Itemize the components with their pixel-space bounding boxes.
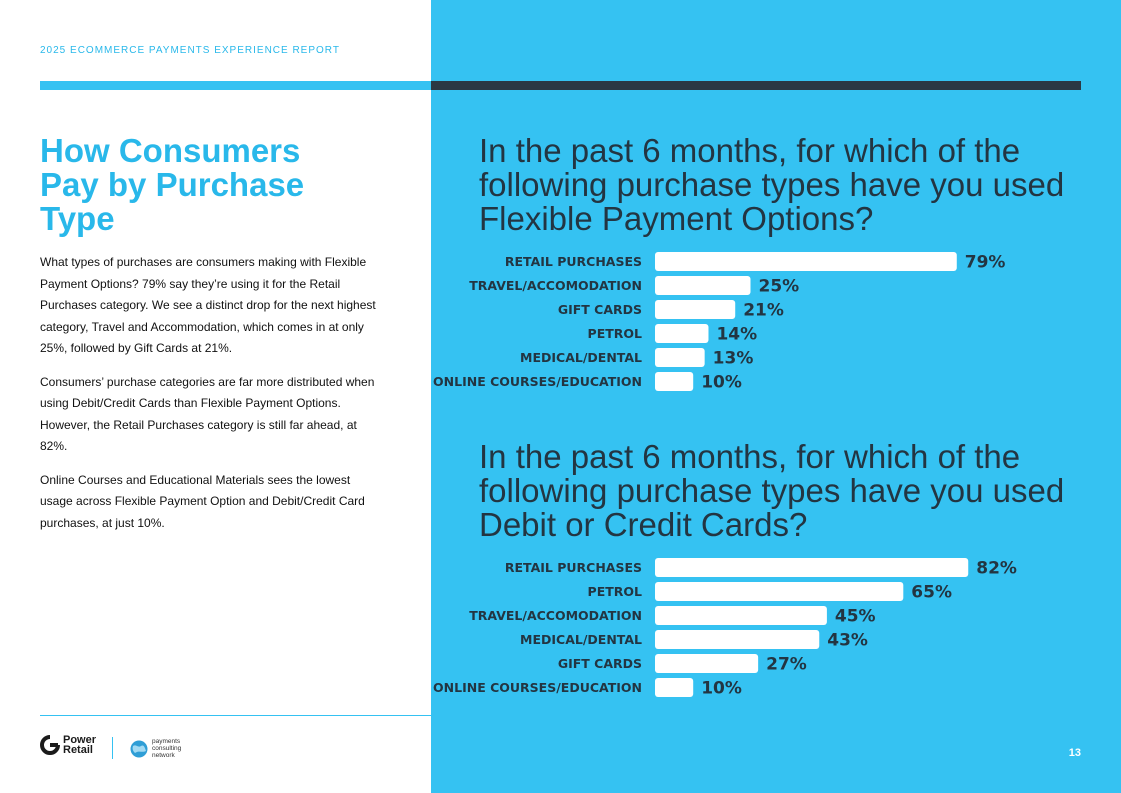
category-label: TRAVEL/ACCOMODATION bbox=[469, 608, 642, 623]
value-label: 14% bbox=[716, 325, 757, 345]
logo-pcn-line: payments bbox=[152, 738, 181, 745]
logo-pcn-line: network bbox=[152, 752, 175, 759]
page-heading: How Consumers Pay by Purchase Type bbox=[40, 132, 305, 237]
value-label: 45% bbox=[835, 607, 876, 627]
bar bbox=[655, 606, 827, 625]
report-title: 2025 ECOMMERCE PAYMENTS EXPERIENCE REPOR… bbox=[40, 45, 340, 56]
intro-paragraph: What types of purchases are consumers ma… bbox=[40, 255, 376, 355]
logo-power-word: Power bbox=[63, 734, 97, 746]
bar bbox=[655, 348, 705, 367]
power-retail-logo: Power Retail bbox=[40, 734, 97, 756]
bar bbox=[655, 582, 904, 601]
value-label: 13% bbox=[713, 349, 754, 369]
category-label: TRAVEL/ACCOMODATION bbox=[469, 278, 642, 293]
right-panel-background bbox=[431, 0, 1121, 793]
bar bbox=[655, 630, 820, 649]
logo-pcn-line: consulting bbox=[152, 745, 182, 752]
footer-divider bbox=[40, 715, 1081, 716]
bar bbox=[655, 372, 694, 391]
intro-text: What types of purchases are consumers ma… bbox=[40, 252, 380, 546]
pcn-logo: payments consulting network bbox=[130, 738, 181, 759]
category-label: MEDICAL/DENTAL bbox=[520, 350, 642, 365]
intro-paragraph: Consumers’ purchase categories are far m… bbox=[40, 374, 375, 454]
bar bbox=[655, 300, 736, 319]
chart-debit-credit: RETAIL PURCHASES 82% PETROL 65% TRAVEL/ACCOM… bbox=[433, 558, 1017, 699]
category-label: ONLINE COURSES/EDUCATION bbox=[433, 680, 642, 695]
chart-1-question: In the past 6 months, for which of the f… bbox=[479, 132, 1065, 237]
power-retail-logo-mark bbox=[40, 735, 60, 755]
bar bbox=[655, 324, 709, 343]
chart-2-question: In the past 6 months, for which of the f… bbox=[479, 438, 1065, 543]
intro-paragraph: Online Courses and Educational Materials… bbox=[40, 472, 365, 530]
value-label: 27% bbox=[766, 655, 807, 675]
globe-icon bbox=[130, 740, 148, 757]
value-label: 79% bbox=[965, 253, 1006, 273]
value-label: 43% bbox=[827, 631, 868, 651]
category-label: GIFT CARDS bbox=[558, 302, 642, 317]
bar bbox=[655, 678, 694, 697]
category-label: PETROL bbox=[588, 584, 642, 599]
category-label: PETROL bbox=[588, 326, 642, 341]
header-band-dark bbox=[431, 81, 1081, 90]
category-label: RETAIL PURCHASES bbox=[505, 560, 642, 575]
value-label: 82% bbox=[976, 559, 1017, 579]
value-label: 10% bbox=[701, 679, 742, 699]
category-label: ONLINE COURSES/EDUCATION bbox=[433, 374, 642, 389]
chart-flexible-payment: RETAIL PURCHASES 79% TRAVEL/ACCOMODATION 25… bbox=[433, 252, 1006, 393]
bar bbox=[655, 252, 957, 271]
value-label: 10% bbox=[701, 373, 742, 393]
header-band-blue bbox=[40, 81, 431, 90]
category-label: MEDICAL/DENTAL bbox=[520, 632, 642, 647]
value-label: 21% bbox=[743, 301, 784, 321]
bar bbox=[655, 558, 969, 577]
category-label: RETAIL PURCHASES bbox=[505, 254, 642, 269]
logo-retail-word: Retail bbox=[63, 744, 93, 756]
value-label: 65% bbox=[911, 583, 952, 603]
bar bbox=[655, 276, 751, 295]
category-label: GIFT CARDS bbox=[558, 656, 642, 671]
page-number: 13 bbox=[1068, 747, 1081, 759]
logo-divider bbox=[112, 737, 113, 759]
bar bbox=[655, 654, 759, 673]
value-label: 25% bbox=[759, 277, 800, 297]
